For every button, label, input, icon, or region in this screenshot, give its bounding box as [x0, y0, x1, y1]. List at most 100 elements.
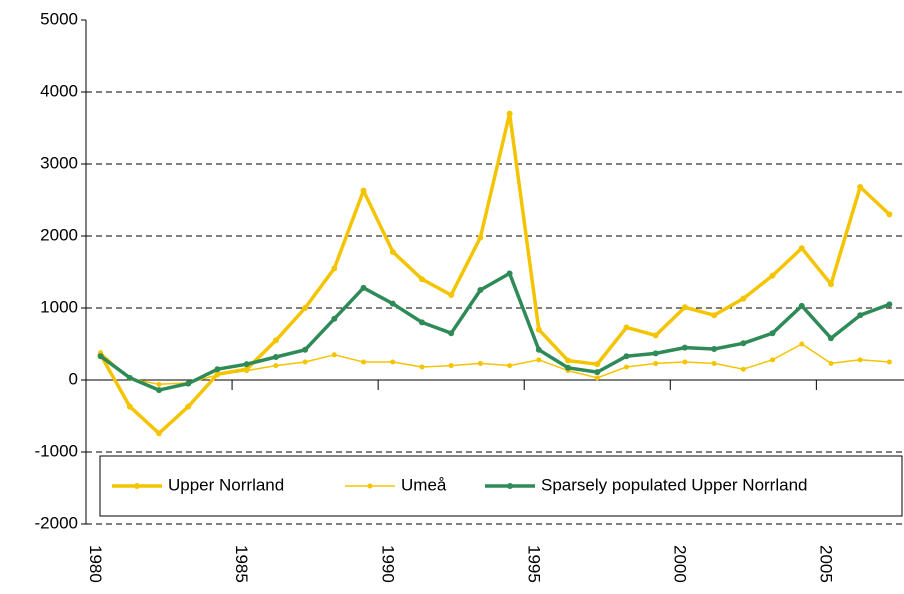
data-point [448, 330, 455, 337]
y-tick-label: -2000 [35, 513, 78, 532]
data-point [769, 330, 776, 337]
data-point [506, 110, 513, 117]
data-point [594, 375, 600, 381]
x-tick-label: 1995 [524, 545, 543, 583]
data-point [535, 346, 542, 353]
data-point [827, 335, 834, 342]
data-point [302, 346, 309, 353]
data-point [302, 359, 308, 365]
x-tick-label: 1985 [232, 545, 251, 583]
legend-marker [134, 483, 140, 489]
data-point [886, 211, 893, 218]
data-point [302, 305, 309, 311]
x-tick-label: 1980 [86, 545, 105, 583]
data-point [272, 353, 279, 360]
y-tick-label: 0 [69, 369, 78, 388]
data-point [886, 359, 892, 365]
data-point [565, 357, 572, 364]
data-point [536, 357, 542, 363]
data-point [390, 359, 396, 365]
data-point [389, 300, 396, 307]
legend: Upper Norrland Umeå Sparsely populated Upp… [99, 455, 903, 517]
data-point [156, 381, 162, 387]
data-point [243, 361, 250, 368]
series-line [99, 111, 891, 436]
data-point [360, 284, 367, 291]
data-point [156, 387, 163, 394]
y-tick-label: 5000 [40, 9, 78, 28]
data-point [477, 360, 483, 366]
legend-label: Umeå [401, 475, 447, 494]
x-tick-label: 2005 [816, 545, 835, 583]
data-point [740, 366, 746, 372]
data-point [798, 302, 805, 309]
data-point [594, 369, 601, 376]
legend-label: Sparsely populated Upper Norrland [541, 475, 808, 494]
data-point [419, 364, 425, 370]
data-point [361, 359, 367, 365]
data-point [828, 360, 834, 366]
data-point [331, 315, 338, 322]
series-line [100, 343, 890, 386]
data-point [740, 295, 747, 302]
data-point [740, 340, 747, 347]
data-point [273, 363, 279, 369]
series-line [99, 271, 891, 392]
data-point [681, 344, 688, 351]
data-point [769, 272, 776, 279]
data-point [623, 324, 630, 331]
data-point [798, 245, 805, 252]
data-point [448, 292, 455, 299]
data-point [799, 341, 805, 347]
data-point [623, 353, 630, 360]
x-tick-label: 2000 [670, 545, 689, 583]
data-point [214, 372, 220, 378]
data-point [477, 287, 484, 293]
data-point [506, 270, 513, 277]
data-point [711, 312, 718, 319]
data-point [331, 352, 337, 358]
data-point [711, 346, 718, 353]
data-point [244, 368, 250, 374]
y-tick-label: -1000 [35, 441, 78, 460]
y-tick-label: 1000 [40, 297, 78, 316]
data-point [185, 403, 192, 410]
data-point [126, 374, 133, 381]
data-point [156, 430, 163, 437]
data-point [389, 248, 396, 255]
data-point [535, 326, 542, 333]
data-point [360, 187, 367, 194]
data-point [272, 337, 279, 344]
data-point [623, 364, 629, 370]
data-point [97, 353, 104, 360]
data-point [711, 360, 717, 366]
data-point [770, 357, 776, 363]
data-point [857, 312, 864, 319]
data-point [185, 380, 192, 387]
y-tick-label: 3000 [40, 153, 78, 172]
legend-label: Upper Norrland [168, 475, 284, 494]
data-point [126, 403, 133, 410]
legend-marker [367, 483, 373, 489]
data-point [565, 364, 572, 371]
data-point [507, 363, 513, 369]
data-point [418, 319, 425, 326]
data-point [857, 357, 863, 363]
data-point [594, 361, 601, 368]
data-point [418, 276, 425, 283]
legend-marker [507, 483, 513, 489]
data-point [652, 350, 659, 357]
y-tick-label: 4000 [40, 81, 78, 100]
data-point [214, 366, 221, 373]
data-point [653, 360, 659, 366]
data-point [827, 281, 834, 288]
data-point [652, 332, 659, 339]
data-point [331, 265, 338, 272]
y-tick-label: 2000 [40, 225, 78, 244]
data-point [886, 301, 893, 308]
data-point [448, 363, 454, 369]
data-point [477, 234, 484, 241]
data-point [857, 184, 864, 191]
data-point [682, 359, 688, 365]
